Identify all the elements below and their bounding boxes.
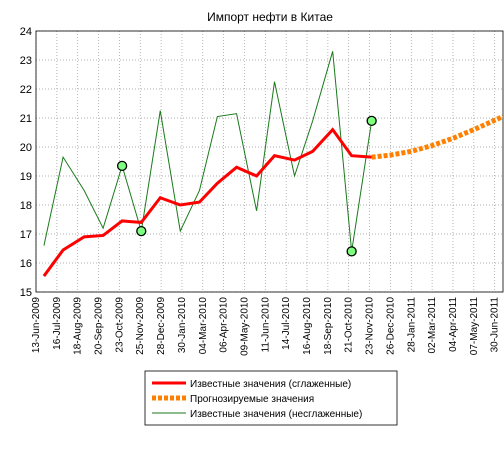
legend-label: Прогнозируемые значения (190, 394, 314, 405)
x-tick-label: 02-Mar-2011 (427, 297, 438, 354)
x-tick-label: 04-Apr-2011 (448, 297, 459, 352)
x-tick-label: 26-Dec-2010 (385, 297, 396, 355)
y-tick-label: 21 (20, 113, 32, 125)
series-line (371, 114, 503, 160)
x-tick-label: 16-Jul-2009 (52, 297, 63, 350)
highlight-marker (116, 160, 128, 172)
x-tick-label: 06-Apr-2010 (219, 297, 230, 353)
y-tick-label: 23 (20, 55, 32, 67)
legend-label: Известные значения (несглаженные) (190, 409, 362, 420)
x-tick-label: 14-Jul-2010 (281, 297, 292, 350)
plot-frame (35, 30, 504, 293)
x-tick-label: 07-May-2011 (469, 297, 480, 356)
legend-label: Известные значения (сглаженные) (190, 379, 351, 390)
x-tick-label: 18-Sep-2010 (323, 297, 334, 355)
y-tick-label: 19 (20, 171, 32, 183)
x-tick-label: 09-May-2010 (239, 297, 250, 356)
chart-title: Импорт нефти в Китае (207, 10, 333, 24)
x-tick-label: 21-Oct-2010 (344, 297, 355, 353)
y-tick-label: 15 (20, 287, 32, 299)
x-tick-label: 23-Nov-2010 (365, 297, 376, 355)
y-tick-label: 24 (20, 26, 32, 38)
x-tick-label: 04-Mar-2010 (198, 297, 209, 355)
x-tick-label: 30-Jun-2011 (490, 297, 501, 353)
x-tick-label: 28-Jan-2011 (406, 297, 417, 353)
x-tick-label: 13-Jun-2009 (31, 297, 42, 354)
series-line (42, 127, 372, 277)
y-tick-label: 17 (20, 229, 32, 241)
series-line (43, 51, 373, 252)
x-tick-label: 30-Jan-2010 (177, 297, 188, 354)
y-tick-label: 22 (20, 84, 32, 96)
x-tick-label: 18-Aug-2009 (73, 297, 84, 355)
x-tick-label: 23-Oct-2009 (114, 297, 125, 353)
x-tick-label: 16-Aug-2010 (302, 297, 313, 355)
legend-box (144, 370, 398, 426)
highlight-marker (346, 246, 357, 257)
y-tick-label: 20 (20, 142, 32, 154)
highlight-marker (366, 115, 377, 127)
y-tick-label: 16 (20, 258, 32, 270)
y-tick-label: 18 (20, 200, 32, 212)
x-tick-label: 28-Dec-2009 (156, 297, 167, 355)
x-tick-label: 25-Nov-2009 (135, 297, 146, 355)
highlight-marker (136, 225, 147, 237)
x-tick-label: 20-Sep-2009 (94, 297, 105, 355)
x-tick-label: 11-Jun-2010 (260, 297, 271, 353)
